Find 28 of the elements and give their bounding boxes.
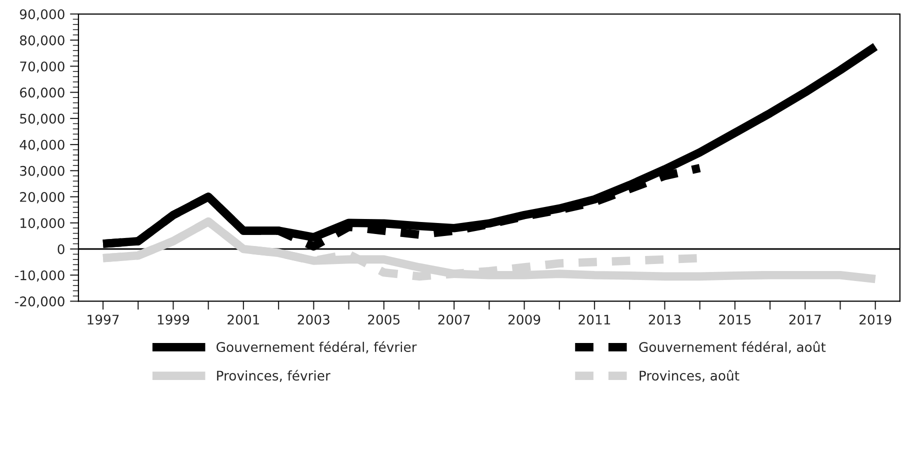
y-tick-label: 80,000 (20, 35, 64, 47)
x-tick-label: 2003 (298, 314, 330, 325)
y-tick-label: -10,000 (14, 270, 64, 282)
x-tick-label: 2019 (860, 314, 892, 325)
y-tick-label: 0 (58, 244, 64, 254)
y-tick-label: 70,000 (20, 61, 64, 73)
y-tick-label: 90,000 (20, 9, 64, 21)
legend-label: Gouvernement fédéral, août (639, 341, 826, 354)
y-tick-label: 60,000 (20, 88, 64, 99)
y-tick-label: 20,000 (20, 192, 64, 204)
y-tick-label: 40,000 (20, 140, 64, 152)
x-tick-label: 1997 (88, 314, 119, 325)
legend-label: Provinces, août (640, 370, 740, 382)
legend-label: Gouvernement fédéral, février (216, 341, 417, 354)
x-tick-label: 1999 (158, 314, 190, 325)
y-tick-label: 50,000 (20, 114, 64, 125)
x-tick-label: 2009 (508, 314, 540, 325)
x-tick-label: 2011 (578, 314, 610, 325)
x-tick-label: 2013 (648, 314, 680, 325)
x-tick-label: 2015 (719, 314, 751, 325)
x-tick-label: 2005 (368, 314, 400, 325)
legend-label: Provinces, février (217, 370, 330, 382)
y-tick-label: 10,000 (20, 218, 64, 230)
x-tick-label: 2007 (438, 314, 470, 325)
x-tick-label: 2001 (228, 314, 260, 325)
y-tick-label: 30,000 (20, 166, 64, 178)
y-tick-label: -20,000 (14, 296, 64, 308)
x-tick-label: 2017 (789, 314, 821, 325)
